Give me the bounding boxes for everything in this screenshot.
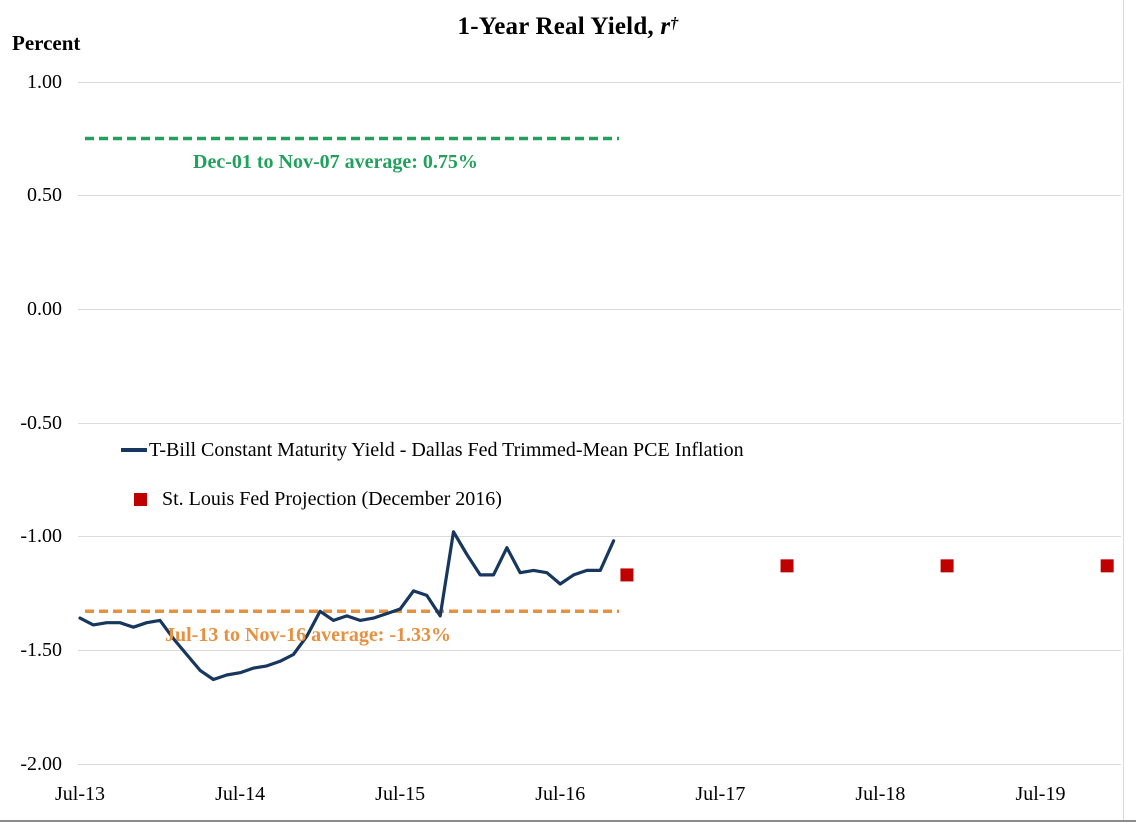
legend-label-projection: St. Louis Fed Projection (December 2016) [162, 487, 502, 510]
projection-square-marker [940, 559, 954, 573]
x-tick-label: Jul-15 [375, 783, 426, 805]
x-tick-label: Jul-14 [215, 783, 266, 805]
avg-low-reference-label: Jul-13 to Nov-16 average: -1.33% [165, 624, 452, 646]
y-tick-label: -1.00 [20, 525, 62, 548]
x-tick-label: Jul-13 [55, 783, 105, 805]
y-tick-label: -2.00 [20, 752, 62, 775]
line-series-swatch-icon [121, 448, 147, 452]
y-axis-unit-label: Percent [12, 31, 81, 55]
y-tick-label: 1.00 [27, 70, 62, 93]
legend-entry-projection: St. Louis Fed Projection (December 2016) [134, 486, 502, 512]
square-marker-swatch-icon [134, 492, 147, 506]
avg-high-reference-label: Dec-01 to Nov-07 average: 0.75% [193, 151, 478, 173]
y-tick-label: -1.50 [20, 638, 62, 661]
legend-label-tbill: T-Bill Constant Maturity Yield - Dallas … [149, 438, 744, 461]
legend-entry-tbill: T-Bill Constant Maturity Yield - Dallas … [121, 437, 744, 463]
tbill-real-yield-line [78, 530, 616, 682]
page-bottom-border [0, 820, 1136, 822]
x-tick-label: Jul-18 [855, 783, 906, 805]
plot-right-border [1123, 0, 1124, 820]
dagger-superscript: † [670, 15, 679, 32]
projection-square-marker [780, 559, 794, 573]
chart-title-symbol: r [660, 13, 671, 40]
chart-title-text: 1-Year Real Yield, [457, 13, 661, 40]
projection-square-marker [1100, 559, 1114, 573]
chart-title: 1-Year Real Yield, r† [0, 13, 1136, 41]
x-tick-label: Jul-19 [1015, 783, 1066, 805]
y-tick-label: 0.50 [27, 184, 62, 207]
x-tick-label: Jul-17 [695, 783, 746, 805]
x-tick-label: Jul-16 [535, 783, 586, 805]
projection-square-marker [620, 568, 634, 582]
y-tick-label: 0.00 [27, 298, 62, 320]
y-tick-label: -0.50 [20, 411, 62, 434]
